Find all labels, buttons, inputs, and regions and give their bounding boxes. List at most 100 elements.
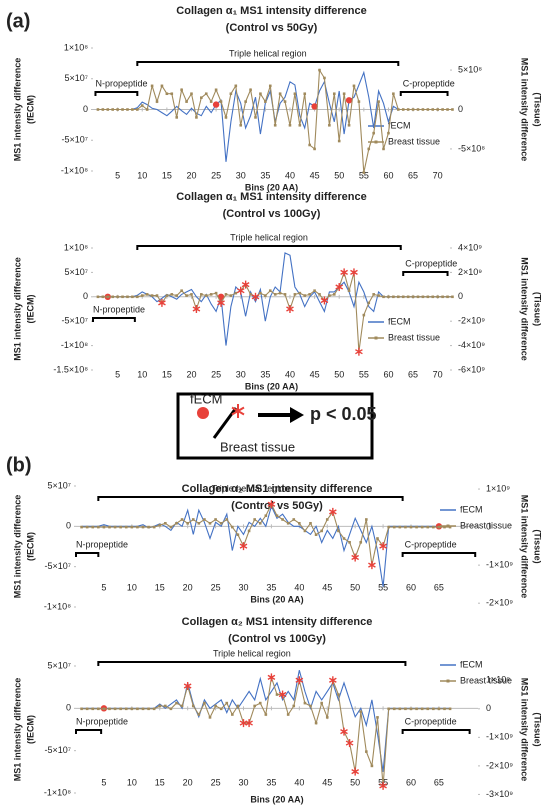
asterisk-stroke (251, 294, 260, 300)
series-marker (409, 525, 413, 529)
chart-title: Collagen α₁ MS1 intensity difference (176, 191, 366, 203)
series-marker (376, 537, 379, 540)
region-bracket (75, 729, 103, 734)
significance-asterisk (355, 347, 363, 356)
y-tick-label: 0 (66, 521, 71, 531)
significance-asterisk (251, 292, 260, 301)
series-marker (323, 76, 326, 80)
series-marker (377, 294, 380, 297)
series-marker (121, 108, 124, 111)
series-marker (268, 289, 272, 292)
significance-asterisk (345, 739, 354, 748)
series-marker (113, 707, 117, 711)
legend-asterisk (231, 404, 245, 418)
x-tick-label: 5 (101, 582, 106, 592)
series-marker (106, 108, 110, 111)
x-tick-label: 15 (155, 582, 165, 592)
y2-axis-label: MS1 intensity difference (520, 58, 530, 162)
region-label: N-propeptide (76, 539, 128, 549)
series-marker (101, 108, 105, 111)
series-marker (158, 704, 162, 708)
significance-dot (217, 293, 225, 300)
series-marker (200, 96, 203, 99)
series-marker (119, 525, 122, 529)
region-bracket (94, 91, 139, 96)
y-axis-label: MS1 intensity difference (12, 678, 22, 782)
region-bracket (75, 552, 100, 557)
y2-tick-label: -1×10⁹ (486, 732, 513, 742)
series-marker (348, 541, 351, 544)
asterisk-stroke (267, 674, 276, 681)
region-label: Triple helical region (212, 483, 290, 493)
y2-tick-label: -4×10⁹ (458, 340, 485, 350)
x-tick-label: 40 (285, 170, 295, 180)
panel-label: (a) (6, 10, 30, 32)
x-axis-label: Bins (20 AA) (245, 381, 298, 391)
y-tick-label: 5×10⁷ (64, 73, 88, 83)
series-marker (436, 108, 439, 111)
series-marker (293, 293, 297, 296)
legend-slash (212, 407, 238, 439)
chart-title: Collagen α₂ MS1 intensity difference (182, 483, 373, 495)
series-marker (195, 116, 198, 119)
significance-dot (311, 103, 318, 110)
y-tick-label: -5×10⁷ (44, 561, 71, 571)
series-marker (283, 293, 287, 296)
asterisk-stroke (286, 306, 294, 312)
series-marker (441, 295, 444, 299)
series-marker (85, 707, 89, 711)
legend-marker (374, 140, 378, 144)
series-marker (249, 88, 252, 92)
series-marker (180, 289, 183, 292)
series-marker (204, 92, 208, 96)
series-marker (309, 704, 312, 708)
region-label: C-propeptide (403, 78, 455, 88)
legend-label: Breast tissue (388, 136, 440, 146)
asterisk-stroke (320, 297, 329, 304)
series-marker (376, 716, 379, 719)
series-marker (141, 525, 145, 529)
series-marker (169, 707, 173, 711)
series-marker (292, 704, 296, 708)
series-line (81, 670, 451, 772)
x-tick-label: 20 (183, 582, 193, 592)
series-marker (160, 84, 164, 88)
series-marker (387, 295, 390, 299)
series-marker (258, 521, 262, 525)
series-line (81, 504, 451, 587)
series-marker (244, 100, 247, 103)
asterisk-stroke (355, 349, 363, 355)
series-marker (362, 171, 366, 174)
y-tick-label: 0 (66, 703, 71, 713)
series-marker (191, 518, 195, 521)
series-marker (303, 92, 307, 96)
asterisk-stroke (217, 300, 225, 306)
series-marker (318, 293, 321, 296)
region-bracket (97, 496, 404, 501)
asterisk-stroke (379, 783, 387, 789)
asterisk-stroke (278, 691, 287, 698)
series-marker (436, 295, 439, 299)
significance-asterisk (236, 286, 245, 295)
series-marker (247, 529, 251, 533)
series-marker (80, 525, 83, 529)
series-marker (286, 713, 290, 716)
series-marker (264, 713, 268, 716)
series-marker (308, 293, 311, 296)
series-marker (108, 707, 111, 711)
series-marker (278, 291, 282, 295)
significance-asterisk (267, 500, 276, 509)
series-marker (415, 525, 418, 529)
asterisk-stroke (350, 269, 358, 276)
series-marker (214, 704, 217, 708)
y-axis-label: MS1 intensity difference (12, 58, 22, 162)
series-marker (234, 84, 238, 88)
series-marker (332, 293, 336, 296)
series-marker (448, 707, 452, 711)
significance-asterisk (368, 561, 376, 570)
series-marker (411, 108, 415, 111)
series-marker (136, 525, 139, 529)
series-marker (392, 525, 396, 529)
y-tick-label: 1×10⁸ (64, 42, 88, 52)
